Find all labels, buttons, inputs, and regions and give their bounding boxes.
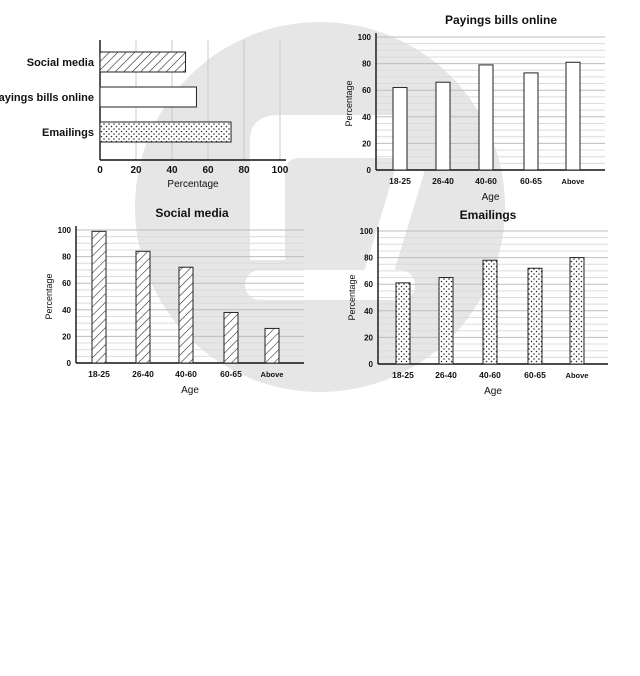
tick-label: 0 — [97, 165, 103, 176]
tick-label: 0 — [67, 359, 72, 368]
tick-label: 40 — [362, 113, 371, 122]
x-axis-label: Age — [482, 192, 500, 203]
tick-label: 100 — [58, 226, 72, 235]
bar — [99, 121, 232, 143]
chart-paying-bills-online: 0 20 40 60 80 100 18-25 26-40 40-60 60-65 Above Age… — [344, 13, 605, 203]
chart-title: Payings bills online — [445, 13, 557, 27]
tick-label: 40 — [62, 306, 71, 315]
category-label: Emailings — [42, 127, 94, 139]
category-label: 40-60 — [175, 369, 197, 379]
category-label: Payings bills online — [0, 92, 94, 104]
tick-label: 80 — [362, 60, 371, 69]
y-axis-label: Percentage — [347, 274, 357, 320]
tick-label: 0 — [369, 360, 374, 369]
tick-label: 20 — [362, 139, 371, 148]
tick-label: 40 — [364, 307, 373, 316]
x-axis-label: Age — [181, 385, 199, 396]
chart-social-media: 0 20 40 60 80 100 18-25 26-40 40-60 60-65 Above Age… — [44, 206, 304, 396]
category-label: 18-25 — [88, 369, 110, 379]
category-label: 40-60 — [479, 370, 501, 380]
bar — [438, 277, 454, 365]
category-label: Social media — [27, 57, 95, 69]
bar — [523, 72, 539, 171]
bar — [569, 257, 585, 365]
chart-title: Social media — [155, 206, 229, 220]
bar — [99, 86, 197, 108]
tick-label: 100 — [272, 165, 289, 176]
x-axis-label: Percentage — [167, 179, 219, 190]
bar — [482, 259, 498, 365]
chart-access-method: Social media Payings bills online Emailing… — [0, 40, 289, 190]
chart-emailings: 0 20 40 60 80 100 18-25 26-40 40-60 60-65 Above Age… — [347, 208, 608, 397]
bar — [565, 61, 581, 171]
category-label: 18-25 — [392, 370, 414, 380]
bar — [478, 64, 494, 171]
category-label: 40-60 — [475, 176, 497, 186]
category-label: 26-40 — [132, 369, 154, 379]
bar — [91, 230, 107, 364]
bar — [392, 87, 408, 171]
tick-label: 20 — [62, 332, 71, 341]
bar — [178, 266, 194, 364]
tick-label: 60 — [362, 86, 371, 95]
watermark-logo — [135, 22, 505, 392]
category-label: Above — [566, 371, 589, 380]
tick-label: 60 — [364, 280, 373, 289]
bar — [435, 81, 451, 171]
x-axis-label: Age — [484, 386, 502, 397]
bar — [264, 327, 280, 364]
bar — [527, 267, 543, 365]
tick-label: 60 — [202, 165, 214, 176]
tick-label: 80 — [364, 254, 373, 263]
bar — [99, 51, 187, 73]
category-label: 60-65 — [520, 176, 542, 186]
y-axis-label: Percentage — [344, 80, 354, 126]
tick-label: 80 — [238, 165, 250, 176]
category-label: 26-40 — [435, 370, 457, 380]
tick-label: 60 — [62, 279, 71, 288]
tick-label: 80 — [62, 253, 71, 262]
category-label: 60-65 — [524, 370, 546, 380]
tick-label: 40 — [166, 165, 178, 176]
tick-label: 0 — [367, 166, 372, 175]
category-label: 60-65 — [220, 369, 242, 379]
y-axis-label: Percentage — [44, 273, 54, 319]
category-label: Above — [261, 370, 284, 379]
bar — [395, 282, 411, 365]
tick-label: 100 — [360, 227, 374, 236]
tick-label: 20 — [364, 333, 373, 342]
bar — [223, 311, 239, 364]
category-label: 18-25 — [389, 176, 411, 186]
tick-label: 100 — [358, 33, 372, 42]
tick-label: 20 — [130, 165, 142, 176]
bar — [135, 250, 151, 364]
category-label: 26-40 — [432, 176, 454, 186]
category-label: Above — [562, 177, 585, 186]
chart-title: Emailings — [460, 208, 517, 222]
